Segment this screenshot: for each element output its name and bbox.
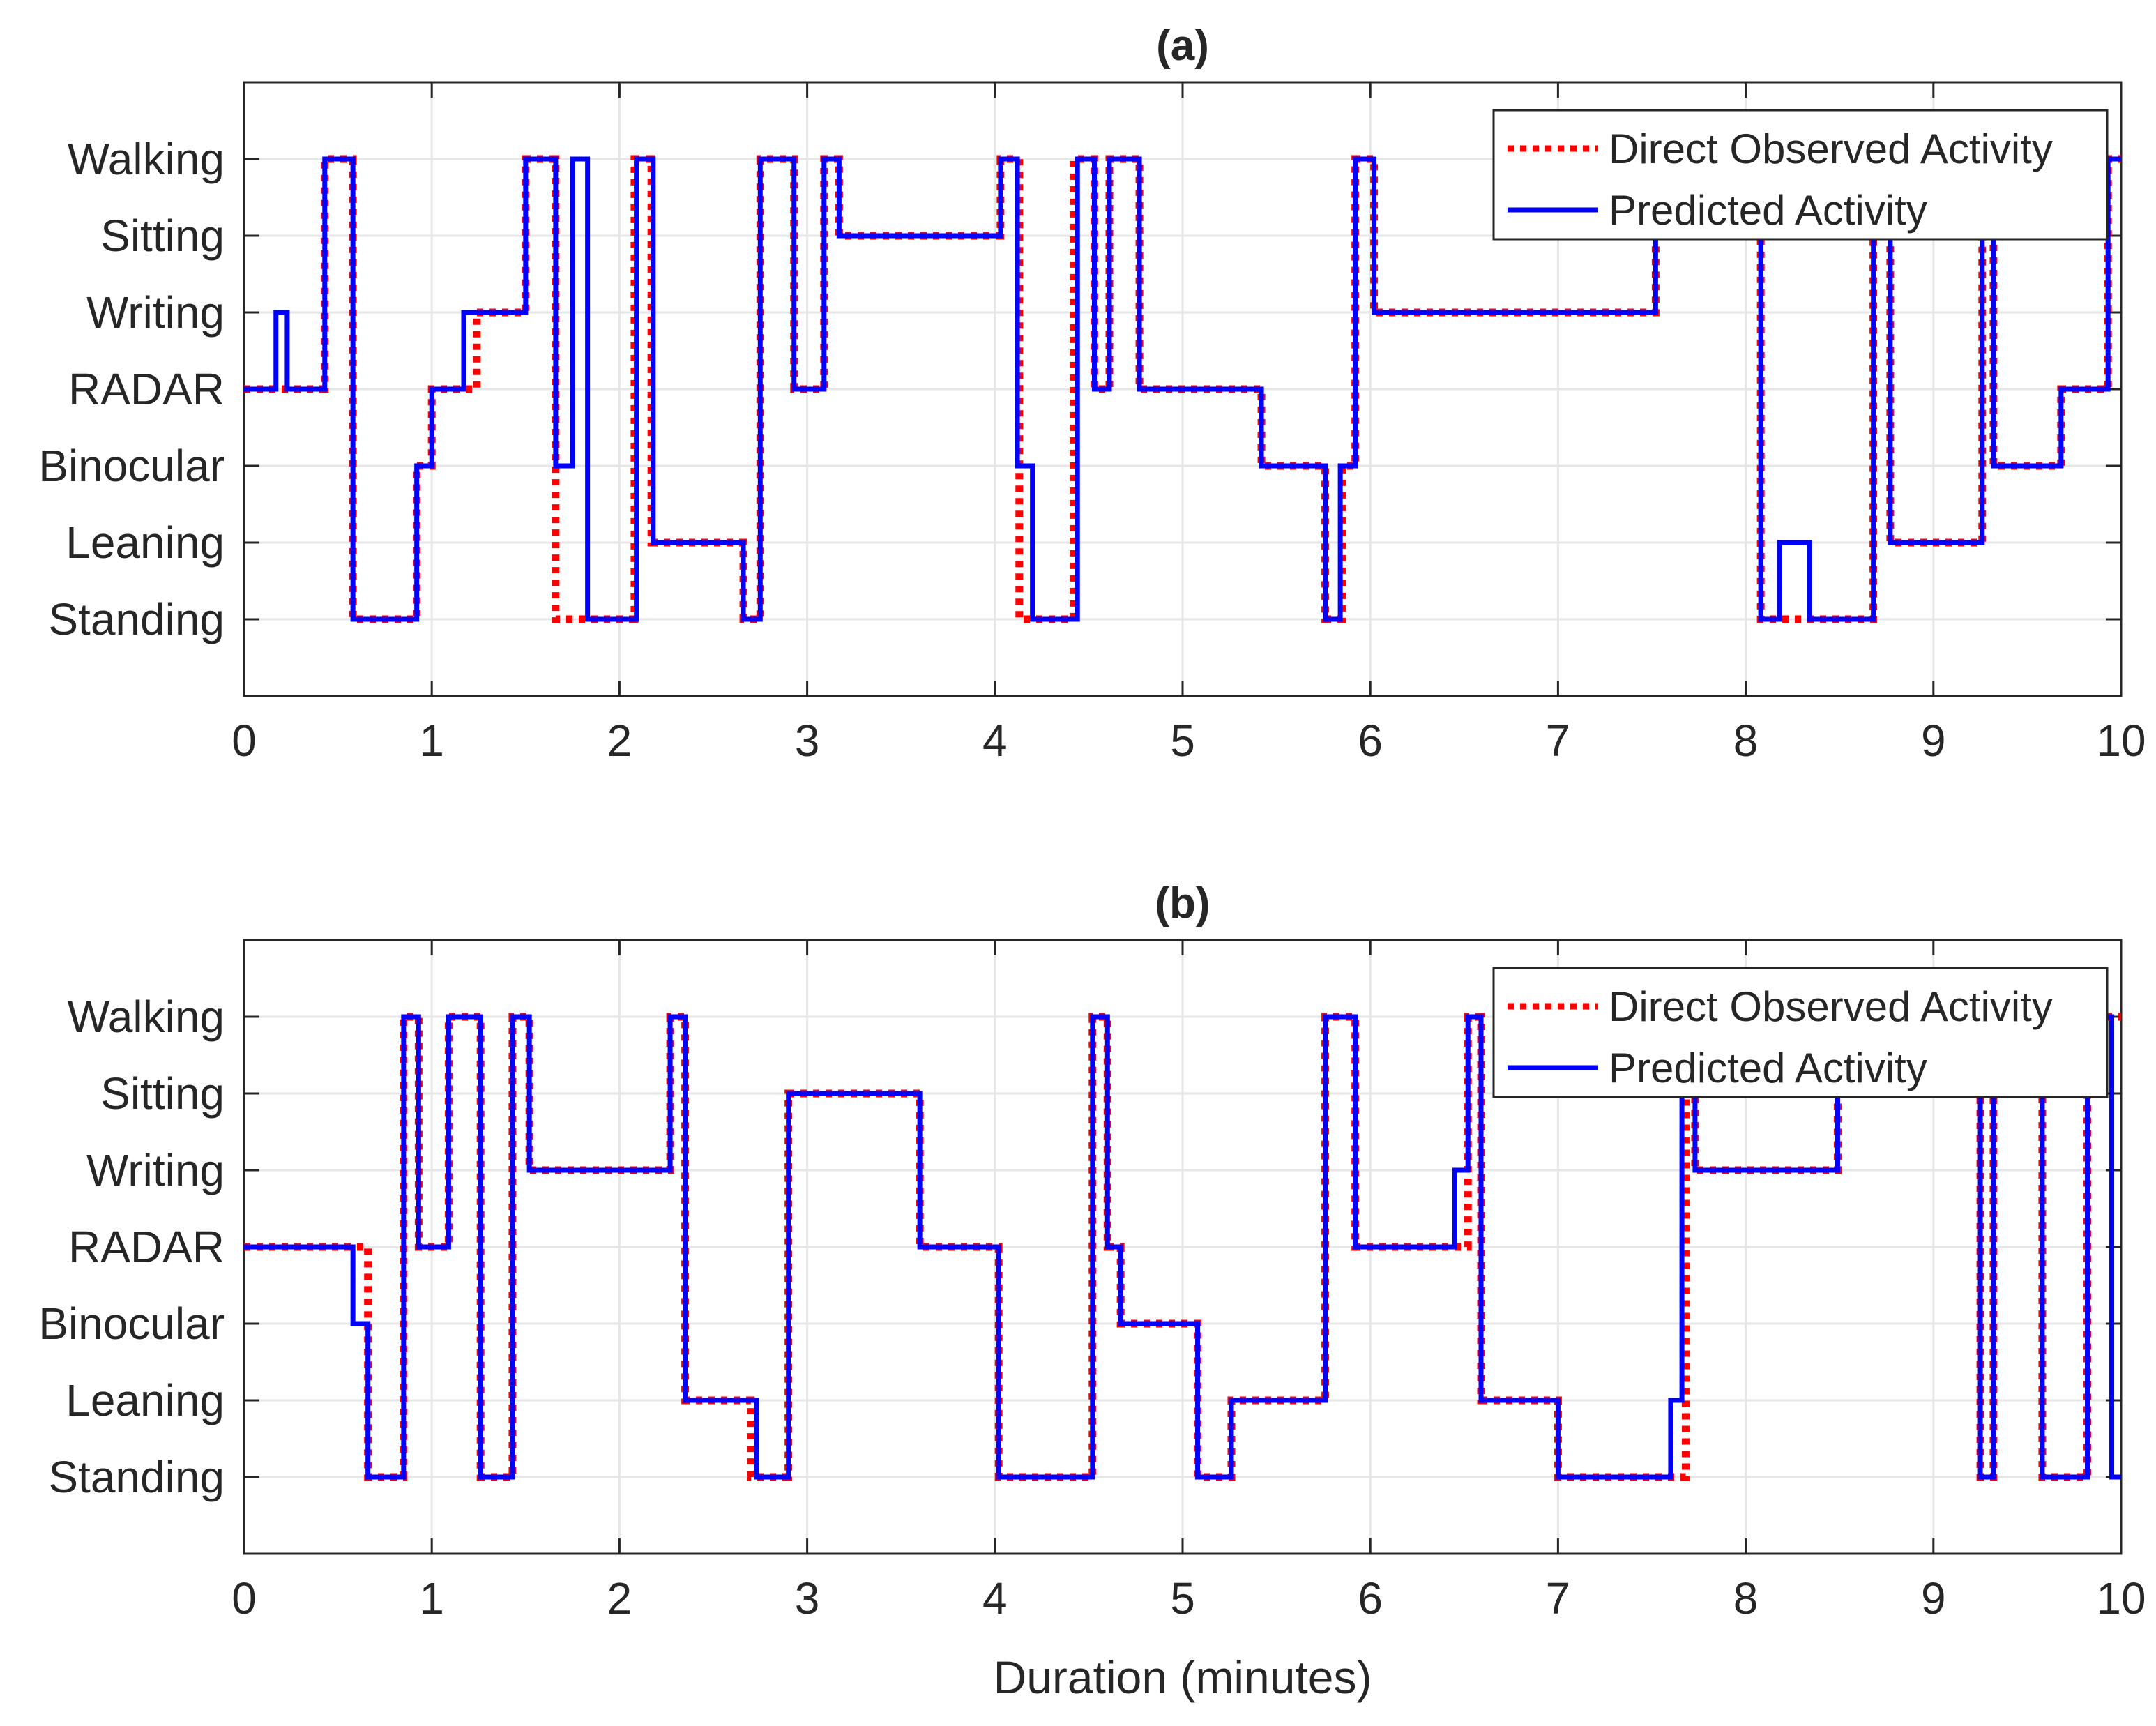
x-tick-label: 0 bbox=[231, 1573, 257, 1623]
x-tick-labels: 0 1 2 3 4 5 6 7 8 9 10 bbox=[231, 940, 2146, 1623]
y-tick-label: Sitting bbox=[100, 1068, 225, 1119]
y-tick-label: Binocular bbox=[38, 441, 225, 491]
x-tick-label: 5 bbox=[1170, 1573, 1195, 1623]
x-tick-label: 2 bbox=[607, 1573, 632, 1623]
x-tick-label: 10 bbox=[2096, 716, 2146, 766]
x-tick-label: 7 bbox=[1546, 716, 1571, 766]
x-tick-label: 6 bbox=[1358, 1573, 1383, 1623]
y-tick-label: Walking bbox=[68, 134, 225, 184]
predicted-activity-line bbox=[244, 1014, 2121, 1480]
y-tick-label: Standing bbox=[48, 594, 225, 644]
x-tick-label: 2 bbox=[607, 716, 632, 766]
chart-panel-a: (a) 0 1 2 3 4 5 6 7 8 9 10 Standing Leaning Binocula… bbox=[38, 22, 2146, 766]
x-tick-label: 9 bbox=[1921, 716, 1946, 766]
x-tick-label: 0 bbox=[231, 716, 257, 766]
series-lines bbox=[244, 1013, 2121, 1481]
x-tick-label: 8 bbox=[1733, 716, 1759, 766]
y-tick-label: Writing bbox=[86, 1145, 225, 1195]
panel-title: (a) bbox=[1156, 22, 1209, 70]
chart-panel-b: (b) 0 1 2 3 4 5 6 7 8 9 10 Standing Leaning Binocula… bbox=[38, 879, 2146, 1703]
x-axis-label: Duration (minutes) bbox=[994, 1651, 1372, 1703]
series-lines bbox=[244, 155, 2121, 623]
x-tick-label: 5 bbox=[1170, 716, 1195, 766]
y-tick-label: Binocular bbox=[38, 1299, 225, 1349]
x-tick-label: 8 bbox=[1733, 1573, 1759, 1623]
legend-box bbox=[1492, 109, 2109, 241]
y-tick-label: Walking bbox=[68, 992, 225, 1042]
legend-predicted-label: Predicted Activity bbox=[1609, 187, 1927, 234]
y-tick-label: Leaning bbox=[66, 1375, 225, 1425]
legend-predicted-label: Predicted Activity bbox=[1609, 1045, 1927, 1091]
legend-box bbox=[1492, 967, 2109, 1098]
x-tick-label: 3 bbox=[795, 1573, 820, 1623]
x-tick-label: 4 bbox=[982, 1573, 1008, 1623]
y-tick-labels: Standing Leaning Binocular RADAR Writing Sitt… bbox=[38, 134, 2121, 644]
x-tick-labels: 0 1 2 3 4 5 6 7 8 9 10 bbox=[231, 82, 2146, 766]
legend-observed-label: Direct Observed Activity bbox=[1609, 126, 2053, 172]
legend-observed-label: Direct Observed Activity bbox=[1609, 983, 2053, 1030]
x-tick-label: 7 bbox=[1546, 1573, 1571, 1623]
y-tick-label: Writing bbox=[86, 287, 225, 338]
y-tick-label: Leaning bbox=[66, 517, 225, 568]
y-tick-label: Standing bbox=[48, 1452, 225, 1502]
x-tick-label: 9 bbox=[1921, 1573, 1946, 1623]
predicted-activity-line bbox=[244, 156, 2121, 622]
y-tick-label: Sitting bbox=[100, 211, 225, 261]
x-tick-label: 10 bbox=[2096, 1573, 2146, 1623]
panel-title: (b) bbox=[1155, 879, 1210, 928]
x-tick-label: 3 bbox=[795, 716, 820, 766]
y-tick-label: RADAR bbox=[68, 364, 225, 414]
x-tick-label: 1 bbox=[419, 716, 444, 766]
x-tick-label: 6 bbox=[1358, 716, 1383, 766]
legend: Direct Observed Activity Predicted Activ… bbox=[1492, 109, 2109, 241]
y-tick-labels: Standing Leaning Binocular RADAR Writing Sitt… bbox=[38, 992, 2121, 1502]
legend: Direct Observed Activity Predicted Activ… bbox=[1492, 967, 2109, 1098]
y-tick-label: RADAR bbox=[68, 1222, 225, 1272]
x-tick-label: 4 bbox=[982, 716, 1008, 766]
x-tick-label: 1 bbox=[419, 1573, 444, 1623]
